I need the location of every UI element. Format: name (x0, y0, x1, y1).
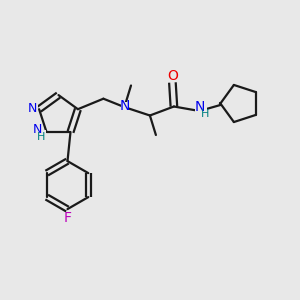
Bar (195, 105, 207, 114)
Text: H: H (37, 132, 45, 142)
Text: N: N (28, 102, 37, 115)
Bar (64, 215, 71, 221)
Bar (27, 104, 38, 112)
Text: N: N (33, 123, 42, 136)
Bar (121, 102, 128, 109)
Text: O: O (167, 69, 178, 83)
Bar (35, 130, 46, 137)
Text: N: N (194, 100, 205, 114)
Text: N: N (119, 99, 130, 113)
Bar (169, 73, 176, 79)
Text: H: H (201, 109, 209, 119)
Text: F: F (64, 211, 71, 225)
